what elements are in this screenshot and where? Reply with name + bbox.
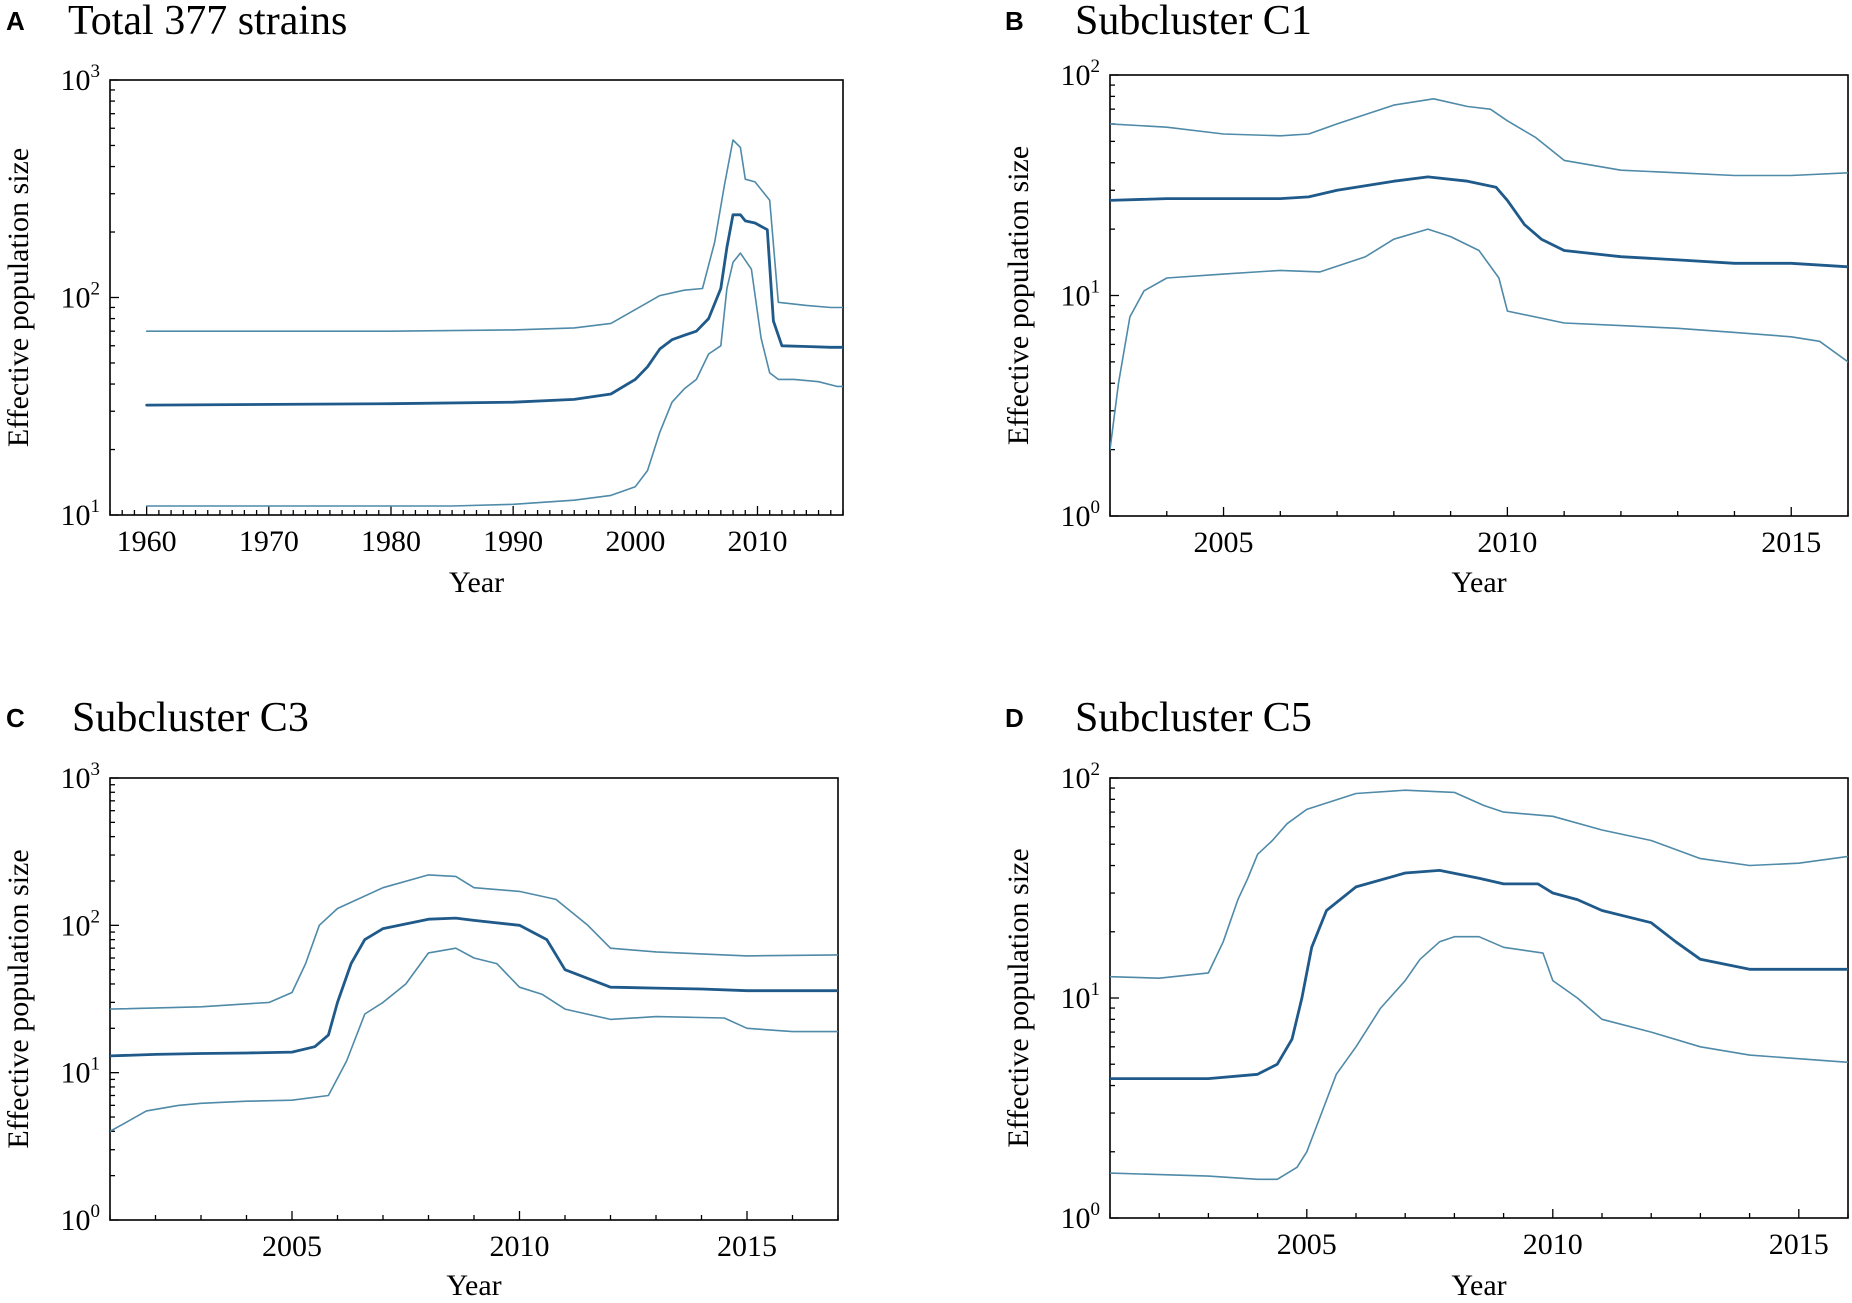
chart-title: Subcluster C3	[72, 695, 309, 741]
x-tick-label: 2010	[1477, 526, 1537, 559]
y-tick-exponent: 0	[1091, 497, 1101, 518]
lower-hpd-line	[1110, 935, 1848, 1181]
panel-letter: B	[1005, 6, 1024, 36]
y-tick-exponent: 2	[91, 906, 101, 927]
y-tick-label: 100	[1061, 497, 1101, 533]
upper-hpd-line	[1110, 789, 1848, 980]
panel-letter: C	[6, 703, 25, 733]
x-tick-label: 2015	[717, 1230, 777, 1263]
y-tick-label: 102	[61, 906, 101, 942]
panel-letter: D	[1005, 703, 1024, 733]
plot-frame	[1109, 777, 1849, 1219]
y-tick-exponent: 1	[91, 1054, 101, 1075]
x-tick-label: 1990	[483, 525, 543, 558]
y-tick-base: 10	[61, 762, 91, 795]
y-tick-base: 10	[1061, 59, 1091, 92]
y-tick-exponent: 0	[1091, 1199, 1101, 1220]
y-tick-label: 103	[61, 759, 101, 795]
upper-hpd-line	[110, 874, 838, 1010]
plot-frame	[109, 79, 844, 516]
x-tick-label: 1980	[361, 525, 421, 558]
y-axis-label: Effective population size	[2, 148, 35, 447]
y-tick-exponent: 0	[91, 1201, 101, 1222]
lower-hpd-line	[145, 252, 843, 507]
chart-title: Total 377 strains	[68, 0, 347, 44]
y-tick-label: 101	[1061, 979, 1101, 1015]
y-axis-label: Effective population size	[1002, 146, 1035, 445]
median-line	[1110, 869, 1848, 1080]
x-tick-label: 2005	[1277, 1228, 1337, 1261]
median-line	[1110, 175, 1848, 269]
y-tick-label: 103	[61, 61, 101, 97]
y-tick-label: 101	[61, 496, 101, 532]
y-tick-exponent: 3	[91, 61, 101, 82]
x-tick-label: 2010	[490, 1230, 550, 1263]
plot-frame	[109, 777, 839, 1221]
y-tick-label: 100	[61, 1201, 101, 1237]
median-line	[110, 916, 838, 1058]
chart-title: Subcluster C5	[1075, 695, 1312, 741]
y-tick-label: 102	[1061, 759, 1101, 795]
x-tick-label: 1960	[117, 525, 177, 558]
y-tick-base: 10	[61, 1057, 91, 1090]
y-tick-base: 10	[1061, 982, 1091, 1015]
panel-a: A Total 377 strains 1960 1970 1980 1990 2000 20…	[2, 0, 844, 599]
y-tick-base: 10	[1061, 500, 1091, 533]
y-axis-label: Effective population size	[2, 849, 35, 1148]
y-tick-base: 10	[61, 64, 91, 97]
y-tick-exponent: 1	[1091, 277, 1101, 298]
y-tick-label: 100	[1061, 1199, 1101, 1235]
x-axis-label: Year	[449, 566, 504, 599]
chart-title: Subcluster C1	[1075, 0, 1312, 44]
x-tick-label: 2005	[262, 1230, 322, 1263]
y-tick-exponent: 2	[1091, 56, 1101, 77]
median-line	[145, 213, 843, 407]
x-tick-label: 2010	[1523, 1228, 1583, 1261]
y-tick-exponent: 1	[91, 496, 101, 517]
lower-hpd-line	[110, 947, 838, 1133]
y-tick-base: 10	[61, 282, 91, 315]
plot-frame	[1109, 74, 1849, 517]
panel-letter: A	[6, 6, 25, 36]
y-tick-label: 102	[61, 279, 101, 315]
y-tick-base: 10	[61, 1204, 91, 1237]
y-axis-label: Effective population size	[1002, 848, 1035, 1147]
y-tick-exponent: 2	[1091, 759, 1101, 780]
x-tick-label: 2015	[1769, 1228, 1829, 1261]
x-tick-label: 2010	[727, 525, 787, 558]
x-axis-label: Year	[446, 1269, 501, 1302]
y-tick-exponent: 1	[1091, 979, 1101, 1000]
y-tick-exponent: 3	[91, 759, 101, 780]
x-tick-label: 2005	[1194, 526, 1254, 559]
x-axis-label: Year	[1451, 1269, 1506, 1302]
upper-hpd-line	[145, 139, 843, 333]
upper-hpd-line	[1110, 98, 1848, 177]
y-tick-base: 10	[1061, 762, 1091, 795]
y-tick-base: 10	[61, 499, 91, 532]
y-tick-exponent: 2	[91, 279, 101, 300]
y-tick-base: 10	[1061, 1202, 1091, 1235]
y-tick-label: 101	[1061, 277, 1101, 313]
x-axis-label: Year	[1451, 566, 1506, 599]
y-tick-label: 101	[61, 1054, 101, 1090]
lower-hpd-line	[1110, 228, 1848, 451]
x-tick-label: 1970	[239, 525, 299, 558]
x-tick-label: 2015	[1761, 526, 1821, 559]
y-tick-base: 10	[61, 909, 91, 942]
y-tick-label: 102	[1061, 56, 1101, 92]
y-tick-base: 10	[1061, 280, 1091, 313]
x-tick-label: 2000	[605, 525, 665, 558]
